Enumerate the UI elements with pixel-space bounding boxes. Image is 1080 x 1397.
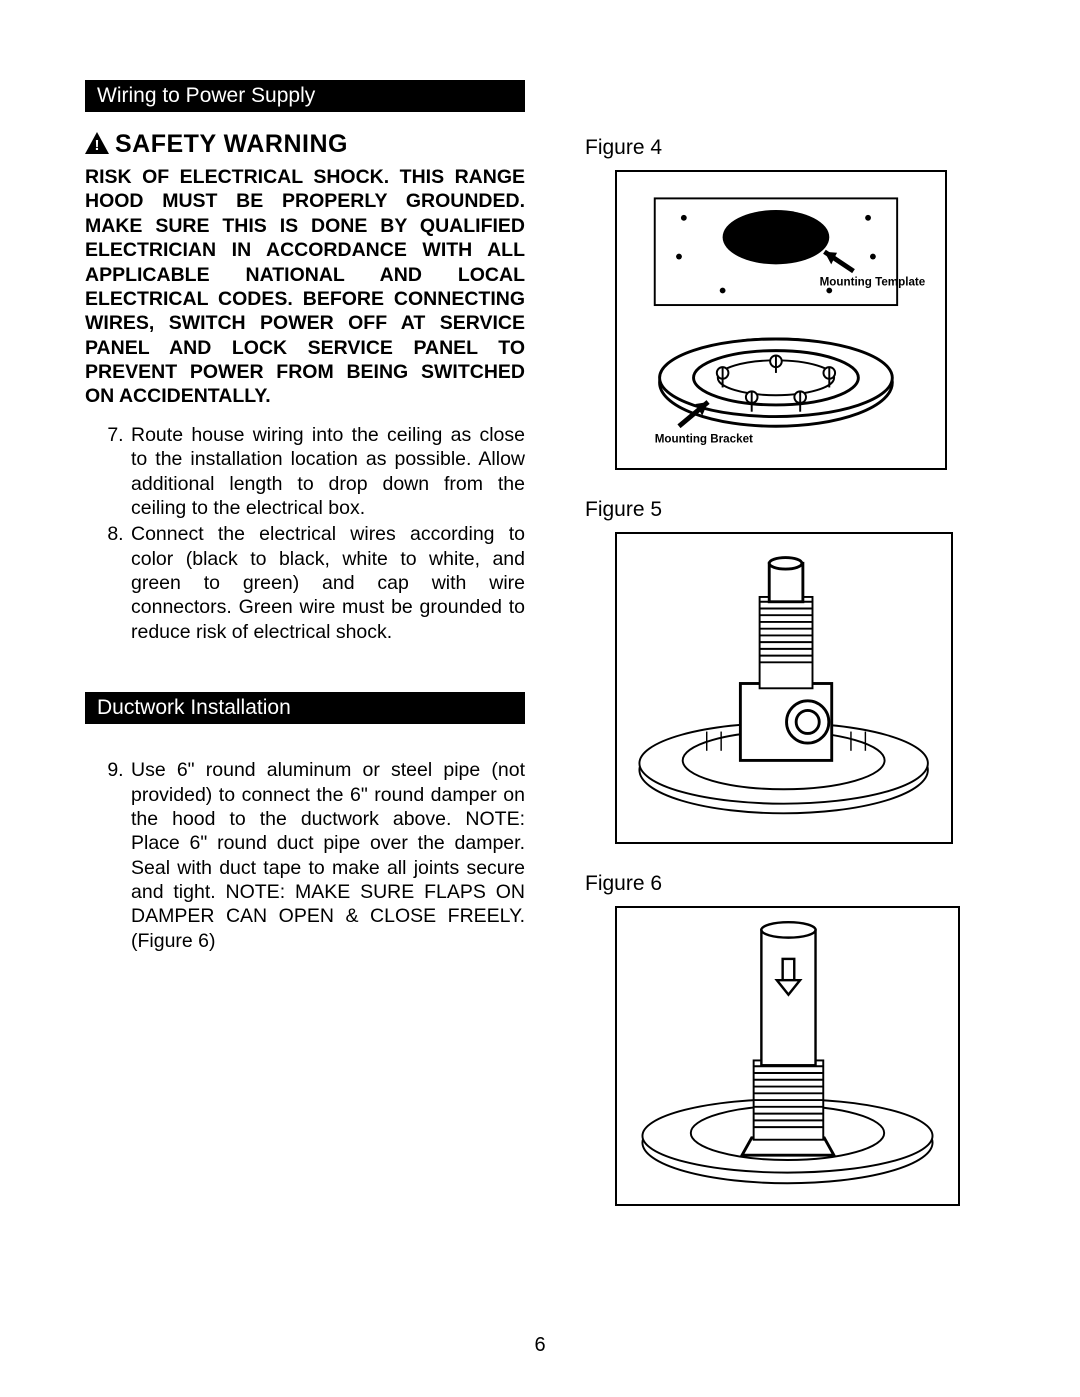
figure-5-label: Figure 5 bbox=[585, 498, 985, 522]
figure-4-label: Figure 4 bbox=[585, 136, 985, 160]
step-9: Use 6" round aluminum or steel pipe (not… bbox=[129, 758, 525, 953]
step-8: Connect the electrical wires according t… bbox=[129, 522, 525, 644]
figure-5 bbox=[615, 532, 953, 844]
svg-text:!: ! bbox=[95, 137, 100, 154]
figure-4-callout-template: Mounting Template bbox=[820, 276, 926, 289]
figure-6-label: Figure 6 bbox=[585, 872, 985, 896]
safety-warning-heading: ! SAFETY WARNING bbox=[85, 130, 525, 159]
step-7: Route house wiring into the ceiling as c… bbox=[129, 423, 525, 521]
warning-triangle-icon: ! bbox=[85, 132, 109, 154]
section-bar-ductwork: Ductwork Installation bbox=[85, 692, 525, 724]
safety-warning-body: RISK OF ELECTRICAL SHOCK. THIS RANGE HOO… bbox=[85, 165, 525, 409]
section-bar-wiring: Wiring to Power Supply bbox=[85, 80, 525, 112]
figure-6 bbox=[615, 906, 960, 1206]
safety-warning-text: SAFETY WARNING bbox=[115, 130, 348, 159]
figure-4-callout-bracket: Mounting Bracket bbox=[655, 433, 753, 446]
page-number: 6 bbox=[0, 1334, 1080, 1357]
figure-4: Mounting Template bbox=[615, 170, 947, 470]
